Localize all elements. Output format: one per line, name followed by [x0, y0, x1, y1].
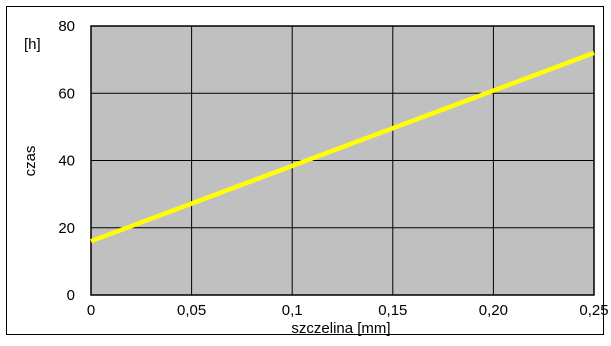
x-tick-label: 0 — [87, 302, 95, 319]
y-tick-label: 40 — [58, 153, 75, 170]
y-axis-unit: [h] — [24, 36, 41, 53]
x-tick-label: 0,20 — [479, 302, 508, 319]
y-tick-label: 80 — [58, 18, 75, 35]
x-tick-label: 0,1 — [282, 302, 303, 319]
y-tick-label: 20 — [58, 220, 75, 237]
series-line — [90, 50, 595, 244]
x-axis-label: szczelina [mm] — [291, 320, 390, 337]
x-tick-label: 0,25 — [579, 302, 608, 319]
y-axis-label: czas — [22, 146, 39, 177]
y-tick-label: 60 — [58, 85, 75, 102]
plot-frame — [90, 25, 595, 296]
y-tick-label: 0 — [67, 287, 75, 304]
x-tick-label: 0,05 — [177, 302, 206, 319]
x-tick-label: 0,15 — [378, 302, 407, 319]
